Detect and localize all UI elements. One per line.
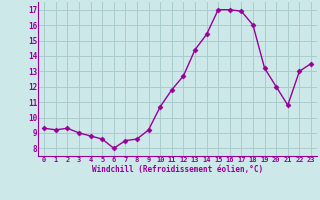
X-axis label: Windchill (Refroidissement éolien,°C): Windchill (Refroidissement éolien,°C)	[92, 165, 263, 174]
